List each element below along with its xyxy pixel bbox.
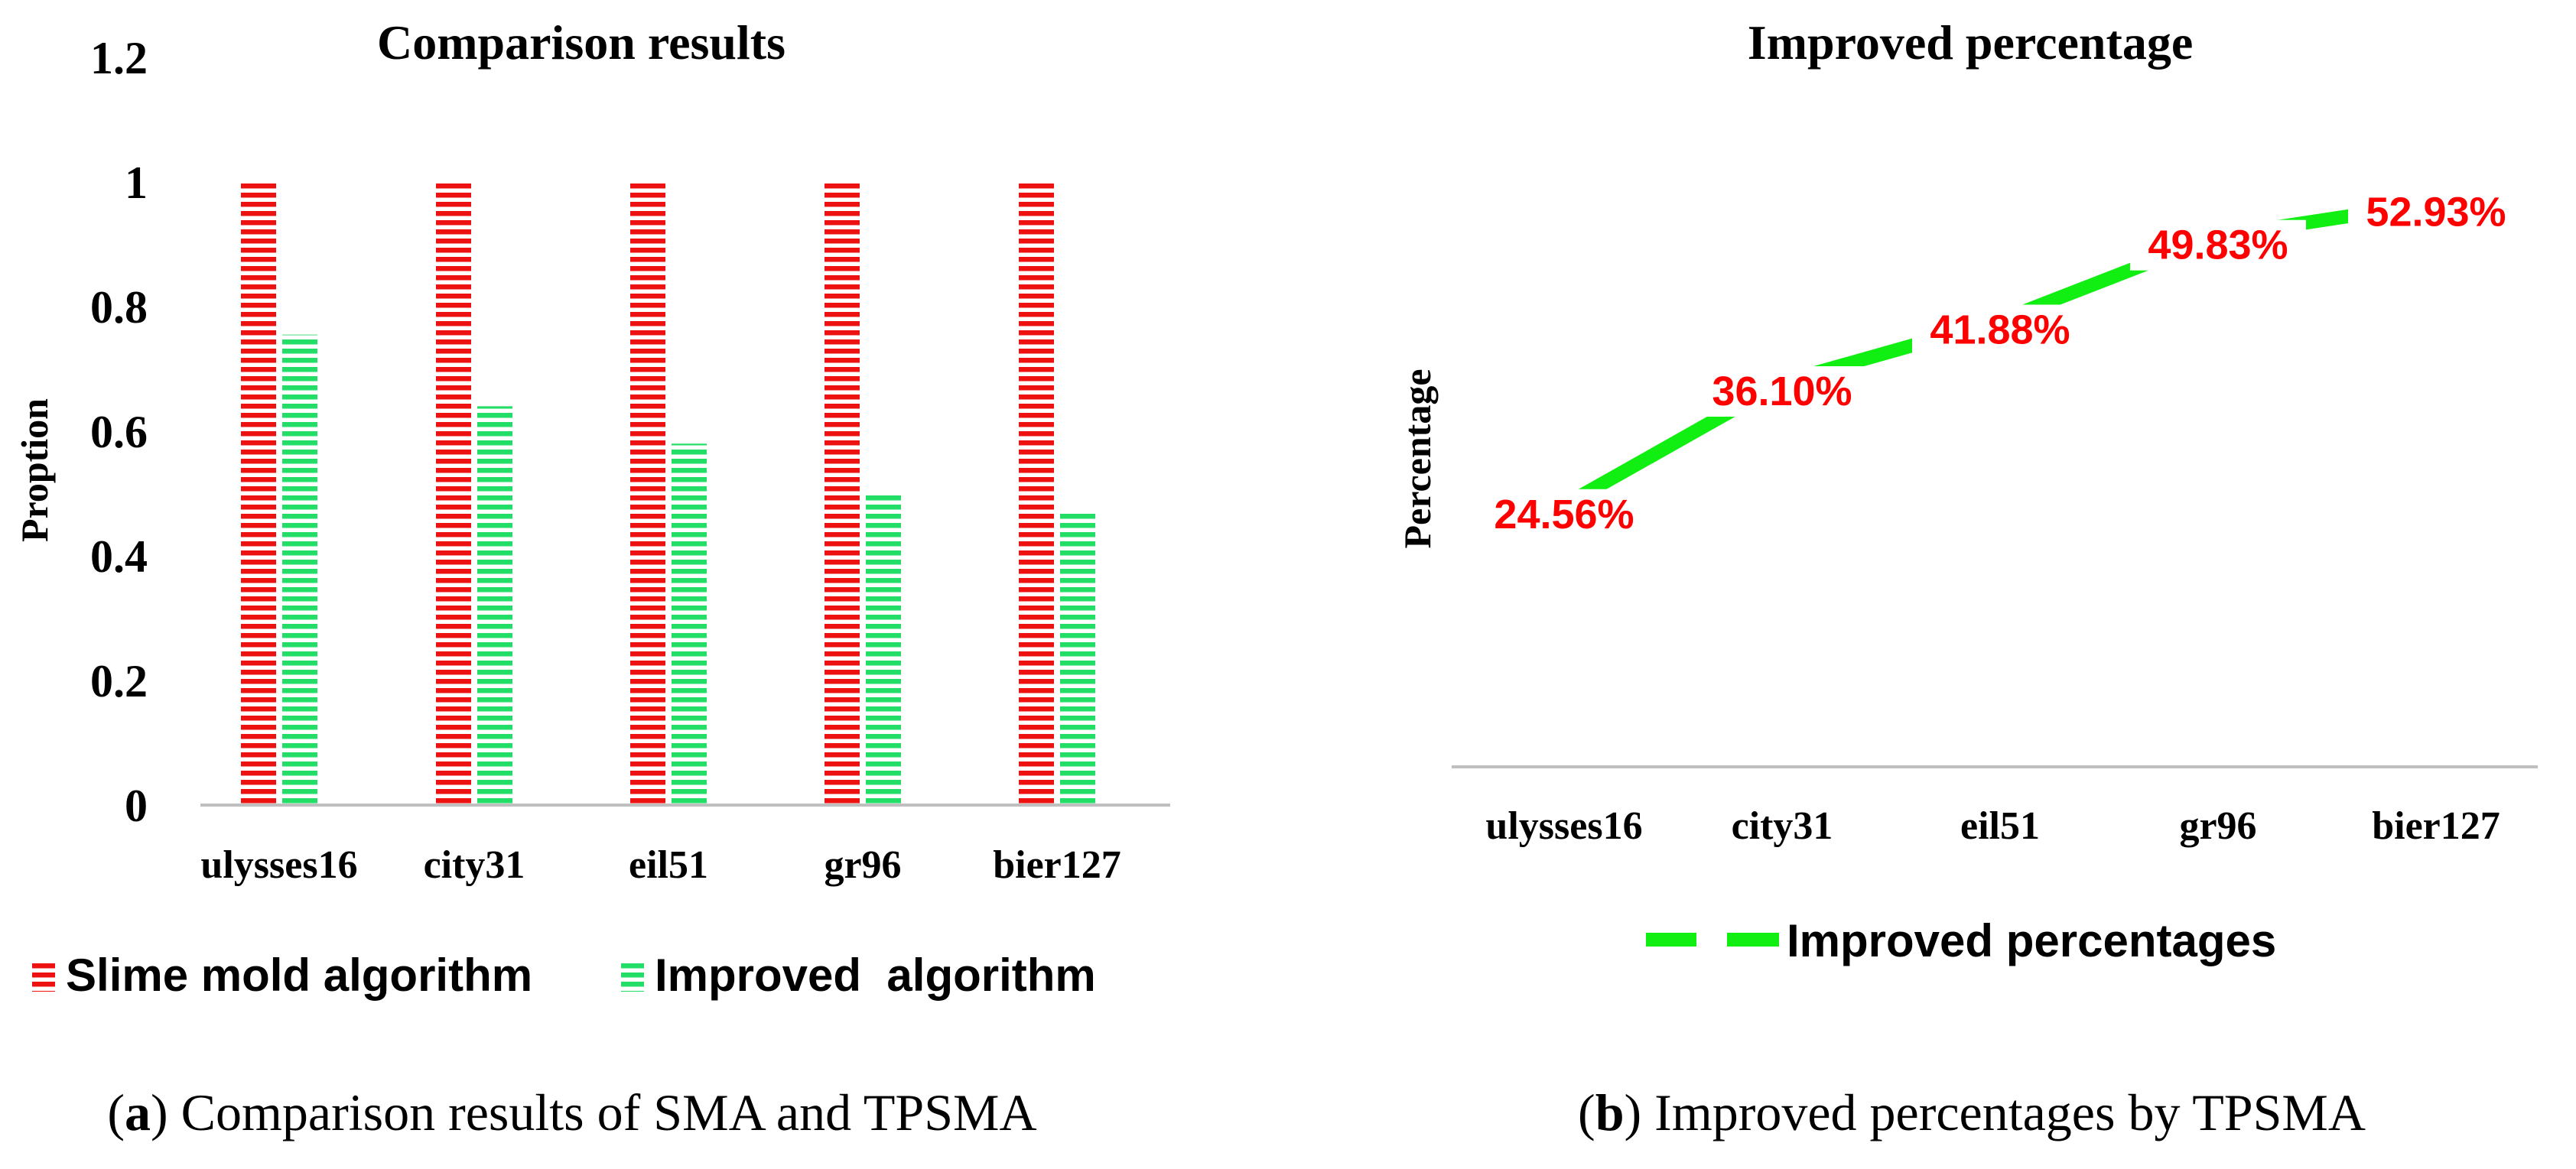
- chart-a: Comparison results Proption 0 0.2 0.4 0.6 0.…: [13, 15, 1170, 1141]
- legend-swatch-improved: [621, 960, 644, 992]
- data-label-bg: [1912, 304, 2088, 356]
- bar-slime-mold-gr96: [825, 182, 860, 805]
- chart-a-x-tick-city31: city31: [424, 843, 525, 887]
- bar-slime-mold-ulysses16: [241, 182, 276, 805]
- chart-a-y-axis-label: Proption: [13, 398, 56, 542]
- bar-improved-city31: [477, 406, 512, 805]
- chart-a-x-tick-ulysses16: ulysses16: [200, 843, 357, 887]
- chart-a-y-tick: 1.2: [90, 33, 148, 83]
- chart-b-x-tick-bier127: bier127: [2372, 804, 2500, 848]
- data-label-ulysses16: 24.56%: [1494, 492, 1634, 537]
- data-label-bg: [2348, 187, 2524, 238]
- chart-b-y-axis-label: Percentage: [1396, 369, 1439, 548]
- chart-a-y-tick: 1: [125, 157, 148, 208]
- bar-improved-bier127: [1060, 511, 1095, 805]
- chart-a-legend: Slime mold algorithm Improved algorithm: [32, 950, 1096, 1001]
- bar-improved-eil51: [672, 443, 707, 805]
- data-label-bier127: 52.93%: [2366, 190, 2506, 235]
- chart-a-x-ticks: ulysses16 city31 eil51 gr96 bier127: [200, 843, 1120, 887]
- chart-a-y-tick: 0: [125, 781, 148, 831]
- chart-a-bars: [241, 182, 1095, 805]
- chart-a-x-tick-gr96: gr96: [824, 843, 901, 887]
- chart-b: Improved percentage Percentage 24.56% 36.…: [1396, 15, 2538, 1141]
- chart-a-y-tick: 0.8: [90, 282, 148, 333]
- chart-a-y-tick: 0.2: [90, 656, 148, 706]
- chart-b-title: Improved percentage: [1748, 15, 2193, 70]
- chart-a-x-tick-eil51: eil51: [629, 843, 708, 887]
- legend-label-improved-percentages: Improved percentages: [1787, 915, 2276, 966]
- chart-b-x-tick-gr96: gr96: [2179, 804, 2256, 848]
- chart-b-x-tick-eil51: eil51: [1960, 804, 2040, 848]
- bar-slime-mold-eil51: [630, 182, 665, 805]
- bar-improved-ulysses16: [282, 334, 317, 805]
- caption-b: (b) Improved percentages by TPSMA: [1578, 1083, 2366, 1141]
- legend-swatch-slime-mold: [32, 960, 55, 992]
- bar-slime-mold-bier127: [1019, 182, 1054, 805]
- chart-b-data-labels: 24.56% 36.10% 41.88% 49.83% 52.93%: [1476, 187, 2524, 540]
- chart-a-y-ticks: 0 0.2 0.4 0.6 0.8 1 1.2: [90, 33, 148, 831]
- data-label-gr96: 49.83%: [2148, 222, 2288, 268]
- data-label-city31: 36.10%: [1712, 369, 1852, 414]
- chart-a-x-tick-bier127: bier127: [993, 843, 1121, 887]
- legend-label-slime-mold: Slime mold algorithm: [66, 950, 532, 1001]
- caption-a-label: a: [125, 1083, 151, 1141]
- data-label-bg: [2130, 219, 2306, 271]
- chart-b-x-tick-ulysses16: ulysses16: [1485, 804, 1642, 848]
- caption-b-label: b: [1595, 1083, 1625, 1141]
- chart-a-title: Comparison results: [377, 15, 785, 70]
- chart-b-x-tick-city31: city31: [1732, 804, 1833, 848]
- legend-label-improved: Improved algorithm: [655, 950, 1096, 1001]
- bar-slime-mold-city31: [436, 182, 471, 805]
- data-label-eil51: 41.88%: [1930, 307, 2070, 352]
- chart-b-x-ticks: ulysses16 city31 eil51 gr96 bier127: [1485, 804, 2500, 848]
- caption-a-text: Comparison results of SMA and TPSMA: [181, 1083, 1037, 1141]
- chart-b-legend: Improved percentages: [1646, 915, 2276, 966]
- chart-a-y-tick: 0.4: [90, 531, 148, 582]
- caption-a: (a) Comparison results of SMA and TPSMA: [107, 1083, 1036, 1141]
- bar-improved-gr96: [866, 493, 901, 805]
- data-label-bg: [1694, 366, 1870, 417]
- chart-a-y-tick: 0.6: [90, 407, 148, 457]
- caption-b-text: Improved percentages by TPSMA: [1654, 1083, 2366, 1141]
- data-label-bg: [1476, 489, 1652, 540]
